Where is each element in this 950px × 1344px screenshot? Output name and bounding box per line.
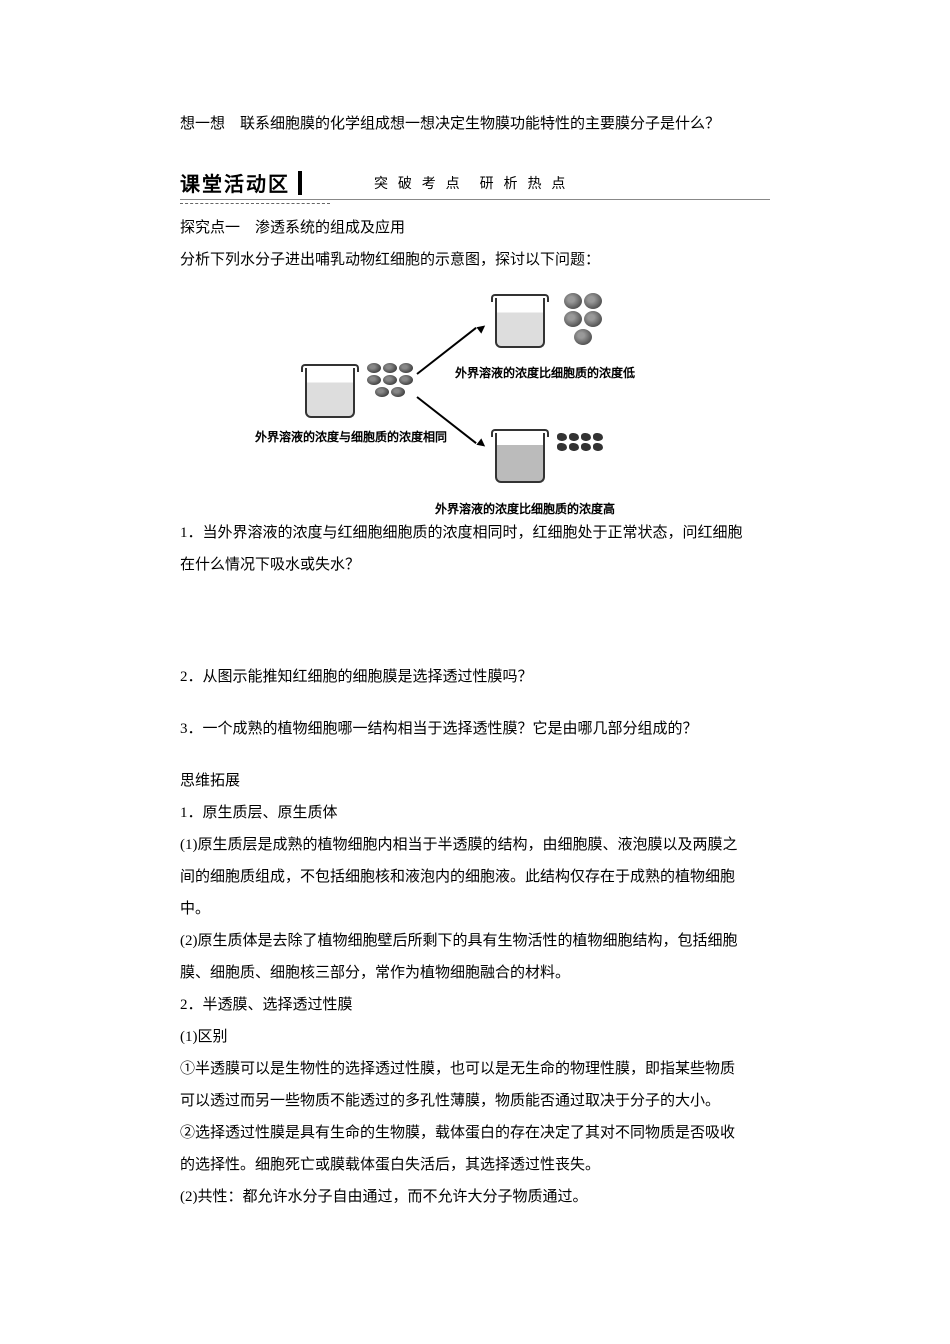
answer-space-2 (180, 695, 770, 715)
cells-shrunken (555, 433, 605, 451)
expand-2-1-title: (1)区别 (180, 1023, 770, 1051)
arrow-head-low (476, 322, 487, 333)
osmosis-diagram: 外界溶液的浓度与细胞质的浓度相同 外界溶液的浓度比细胞质的浓度低 外界溶液的浓度… (265, 288, 685, 513)
answer-space-1 (180, 583, 770, 663)
expand-2-2: (2)共性：都允许水分子自由通过，而不允许大分子物质通过。 (180, 1183, 770, 1211)
cells-swollen (555, 293, 610, 345)
diagram-label-same: 外界溶液的浓度与细胞质的浓度相同 (255, 428, 447, 445)
expand-1-title: 1．原生质层、原生质体 (180, 799, 770, 827)
section-header-bar (298, 171, 302, 195)
think-prompt: 想一想 联系细胞膜的化学组成想一想决定生物膜功能特性的主要膜分子是什么？ (180, 110, 770, 138)
beaker-low (495, 298, 555, 358)
diagram-label-low: 外界溶液的浓度比细胞质的浓度低 (455, 364, 635, 381)
expand-1-2-line1: (2)原生质体是去除了植物细胞壁后所剩下的具有生物活性的植物细胞结构，包括细胞 (180, 927, 770, 955)
question-2: 2．从图示能推知红细胞的细胞膜是选择透过性膜吗？ (180, 663, 770, 691)
expand-2-1-2-line2: 的选择性。细胞死亡或膜载体蛋白失活后，其选择透过性丧失。 (180, 1151, 770, 1179)
arrow-head-high (476, 438, 487, 449)
expand-2-1-1-line2: 可以透过而另一些物质不能透过的多孔性薄膜，物质能否通过取决于分子的大小。 (180, 1087, 770, 1115)
explore-intro: 分析下列水分子进出哺乳动物红细胞的示意图，探讨以下问题： (180, 246, 770, 274)
expand-1-1-line3: 中。 (180, 895, 770, 923)
expand-2-1-2-line1: ②选择透过性膜是具有生命的生物膜，载体蛋白的存在决定了其对不同物质是否吸收 (180, 1119, 770, 1147)
expand-1-2-line2: 膜、细胞质、细胞核三部分，常作为植物细胞融合的材料。 (180, 959, 770, 987)
expand-1-1-line2: 间的细胞质组成，不包括细胞核和液泡内的细胞液。此结构仅存在于成熟的植物细胞 (180, 863, 770, 891)
answer-space-3 (180, 747, 770, 767)
expand-title: 思维拓展 (180, 767, 770, 795)
expand-2-title: 2．半透膜、选择透过性膜 (180, 991, 770, 1019)
beaker-high (495, 433, 555, 493)
cells-normal (365, 363, 415, 397)
expand-2-1-1-line1: ①半透膜可以是生物性的选择透过性膜，也可以是无生命的物理性膜，即指某些物质 (180, 1055, 770, 1083)
section-header: 课堂活动区 突 破 考 点 研 析 热 点 (180, 168, 770, 200)
section-header-subtitle: 突 破 考 点 研 析 热 点 (374, 173, 568, 193)
section-header-title: 课堂活动区 (180, 168, 298, 197)
question-1-line2: 在什么情况下吸水或失水？ (180, 551, 770, 579)
question-1-line1: 1．当外界溶液的浓度与红细胞细胞质的浓度相同时，红细胞处于正常状态，问红细胞 (180, 519, 770, 547)
diagram-label-high: 外界溶液的浓度比细胞质的浓度高 (435, 500, 615, 517)
expand-1-1-line1: (1)原生质层是成熟的植物细胞内相当于半透膜的结构，由细胞膜、液泡膜以及两膜之 (180, 831, 770, 859)
question-3: 3．一个成熟的植物细胞哪一结构相当于选择透性膜？它是由哪几部分组成的？ (180, 715, 770, 743)
explore-title: 探究点一 渗透系统的组成及应用 (180, 214, 770, 242)
beaker-same (305, 368, 365, 428)
dashed-underline (180, 203, 330, 204)
